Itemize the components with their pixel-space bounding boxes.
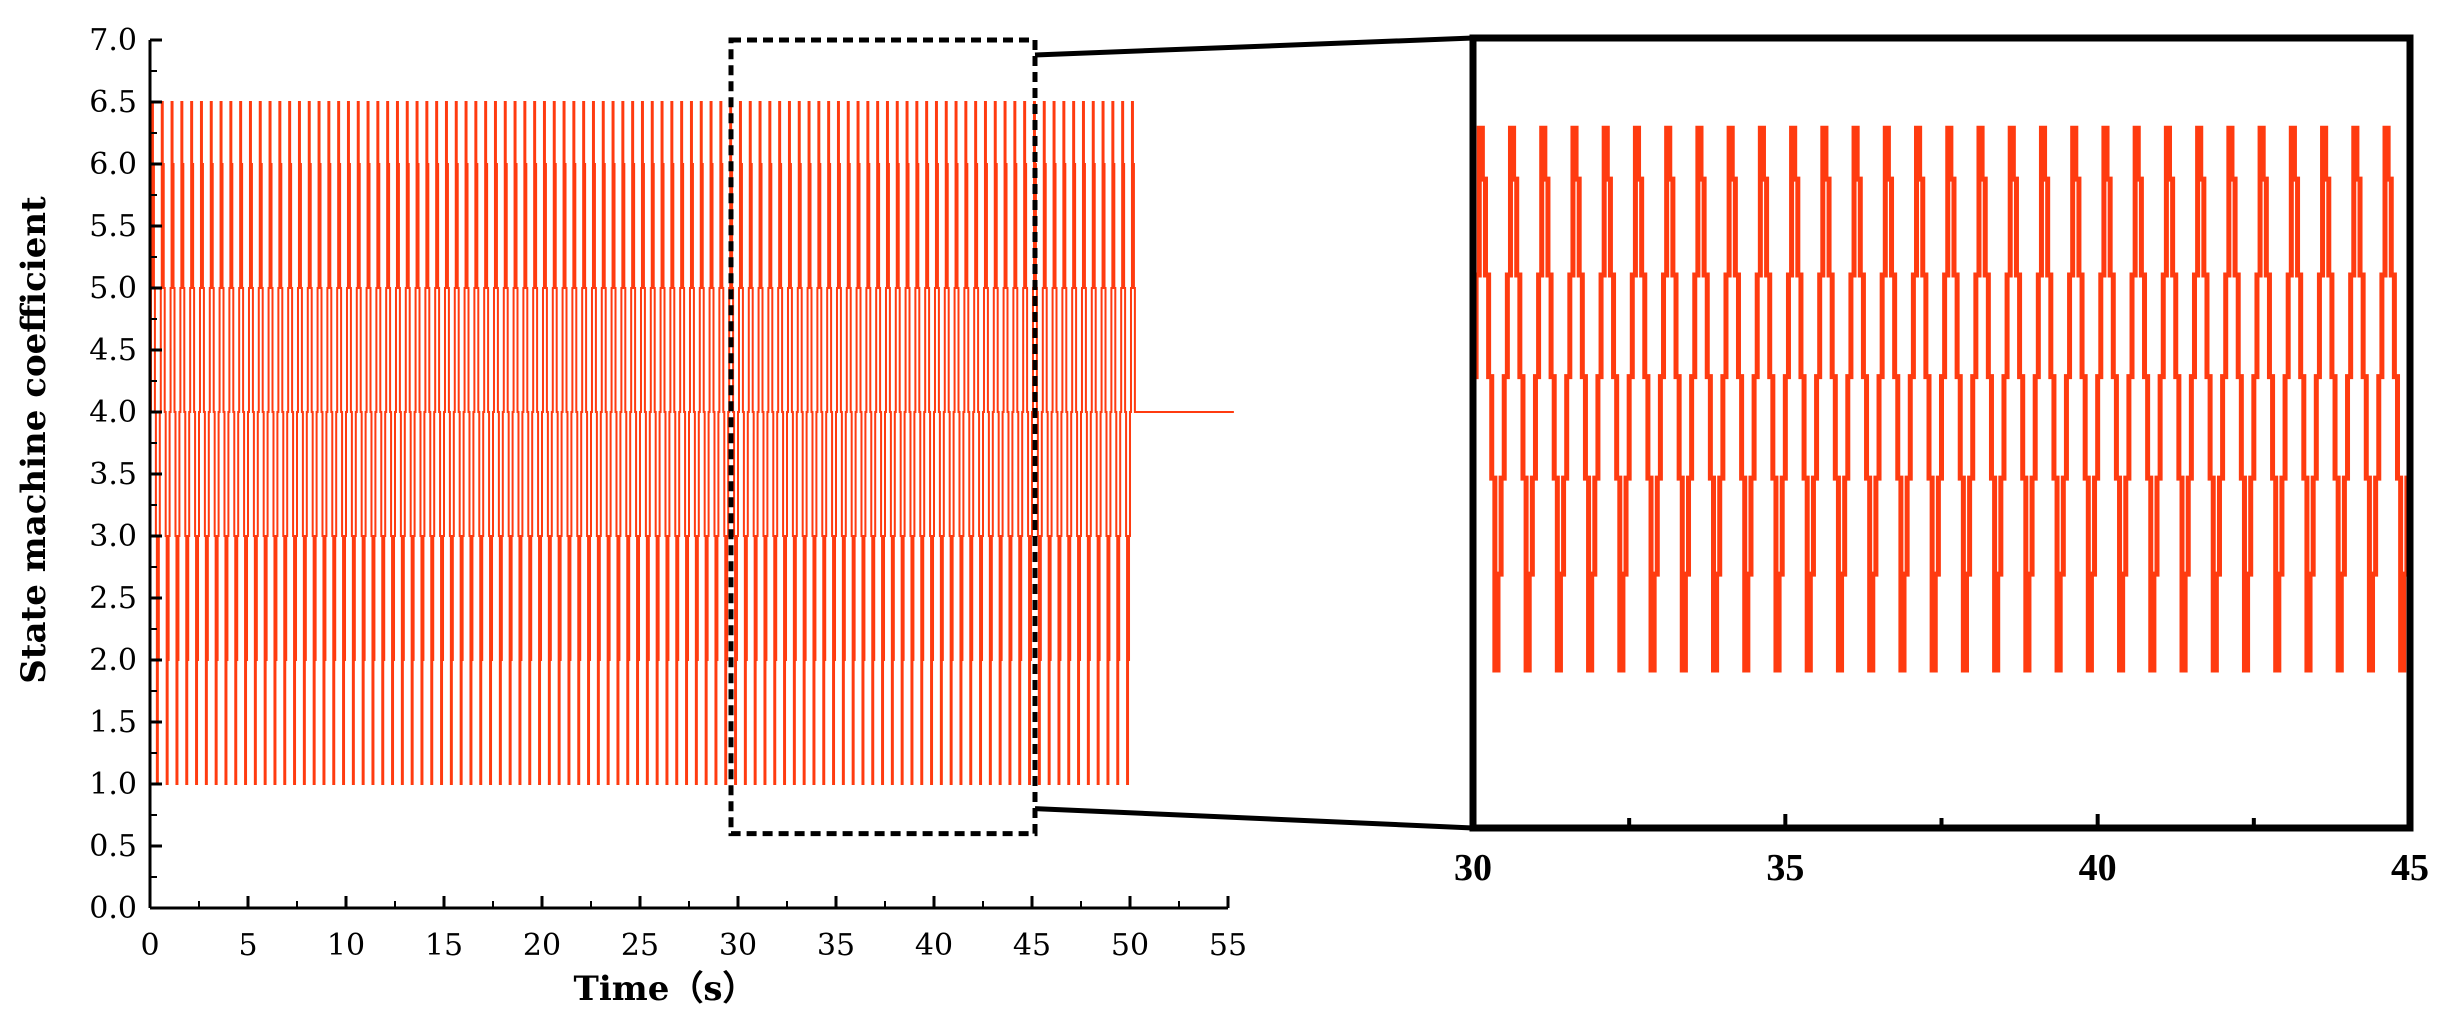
x-tick-label: 30 [719,928,757,963]
x-tick-label: 35 [817,928,855,963]
connector-line-top [1034,35,1474,58]
x-tick-label: 45 [1013,928,1051,963]
main-axes [148,38,1230,910]
inset-chart: 30 35 40 45 [1454,34,2429,889]
y-tick-label: 5.5 [89,209,137,244]
inset-x-tick-label: 45 [2391,847,2429,889]
y-axis-title: State machine coefficient [14,196,54,684]
x-tick-label: 25 [621,928,659,963]
y-tick-label: 6.0 [89,147,137,182]
x-axis-title: Time（s） [574,969,757,1009]
y-tick-label: 3.5 [89,457,137,492]
main-chart: 0.0 0.5 1.0 1.5 2.0 2.5 3.0 3.5 4.0 4.5 5.0 5.5 6.0 6… [14,23,1247,1009]
x-tick-label: 15 [425,928,463,963]
y-tick-label: 3.0 [89,519,137,554]
x-tick-label: 40 [915,928,953,963]
inset-x-tick-label: 30 [1454,847,1492,889]
zoom-highlight-box [728,37,1038,837]
x-tick-label: 0 [140,928,159,963]
y-tick-label: 4.5 [89,333,137,368]
y-tick-label: 6.5 [89,85,137,120]
y-tick-label: 0.0 [89,891,137,926]
inset-series-path [1473,125,2410,673]
y-tick-label: 1.5 [89,705,137,740]
inset-x-tick-label: 40 [2079,847,2117,889]
inset-x-tick-label: 35 [1766,847,1804,889]
main-series-line [149,101,1234,785]
inset-series-line [1473,125,2410,673]
x-tick-label: 55 [1209,928,1247,963]
x-tick-label: 10 [327,928,365,963]
zoom-connector-lines [1034,35,1474,831]
x-tick-label: 20 [523,928,561,963]
y-tick-label: 4.0 [89,395,137,430]
main-y-tick-labels: 0.0 0.5 1.0 1.5 2.0 2.5 3.0 3.5 4.0 4.5 5.0 5.5 6.0 6… [89,23,137,926]
y-tick-label: 2.5 [89,581,137,616]
main-x-tick-labels: 0 5 10 15 20 25 30 35 40 45 50 55 [140,928,1247,963]
y-tick-label: 1.0 [89,767,137,802]
y-tick-label: 0.5 [89,829,137,864]
x-tick-label: 5 [238,928,257,963]
y-tick-label: 7.0 [89,23,137,58]
y-tick-label: 2.0 [89,643,137,678]
y-tick-label: 5.0 [89,271,137,306]
inset-x-tick-labels: 30 35 40 45 [1454,814,2429,889]
main-series-path [149,101,1234,785]
connector-line-bottom [1034,806,1474,831]
x-tick-label: 50 [1111,928,1149,963]
